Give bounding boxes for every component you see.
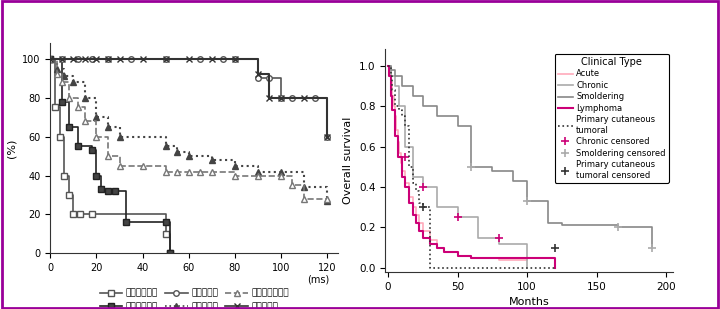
X-axis label: Months: Months	[509, 297, 549, 307]
Text: (ms): (ms)	[307, 274, 330, 284]
Legend: Acute, Chronic, Smoldering, Lymphoma, Primary cutaneous
tumoral, Chronic censore: Acute, Chronic, Smoldering, Lymphoma, Pr…	[554, 53, 669, 183]
Y-axis label: Overall survival: Overall survival	[343, 117, 354, 204]
Legend: 急性白血病型, 慢性白血病型, リンパ腫型, 皮膚腫瑞型, 皮膚紅斑丘炗型, くすぶり型: 急性白血病型, 慢性白血病型, リンパ腫型, 皮膚腫瑞型, 皮膚紅斑丘炗型, く…	[96, 285, 293, 309]
Y-axis label: (%): (%)	[6, 139, 17, 158]
